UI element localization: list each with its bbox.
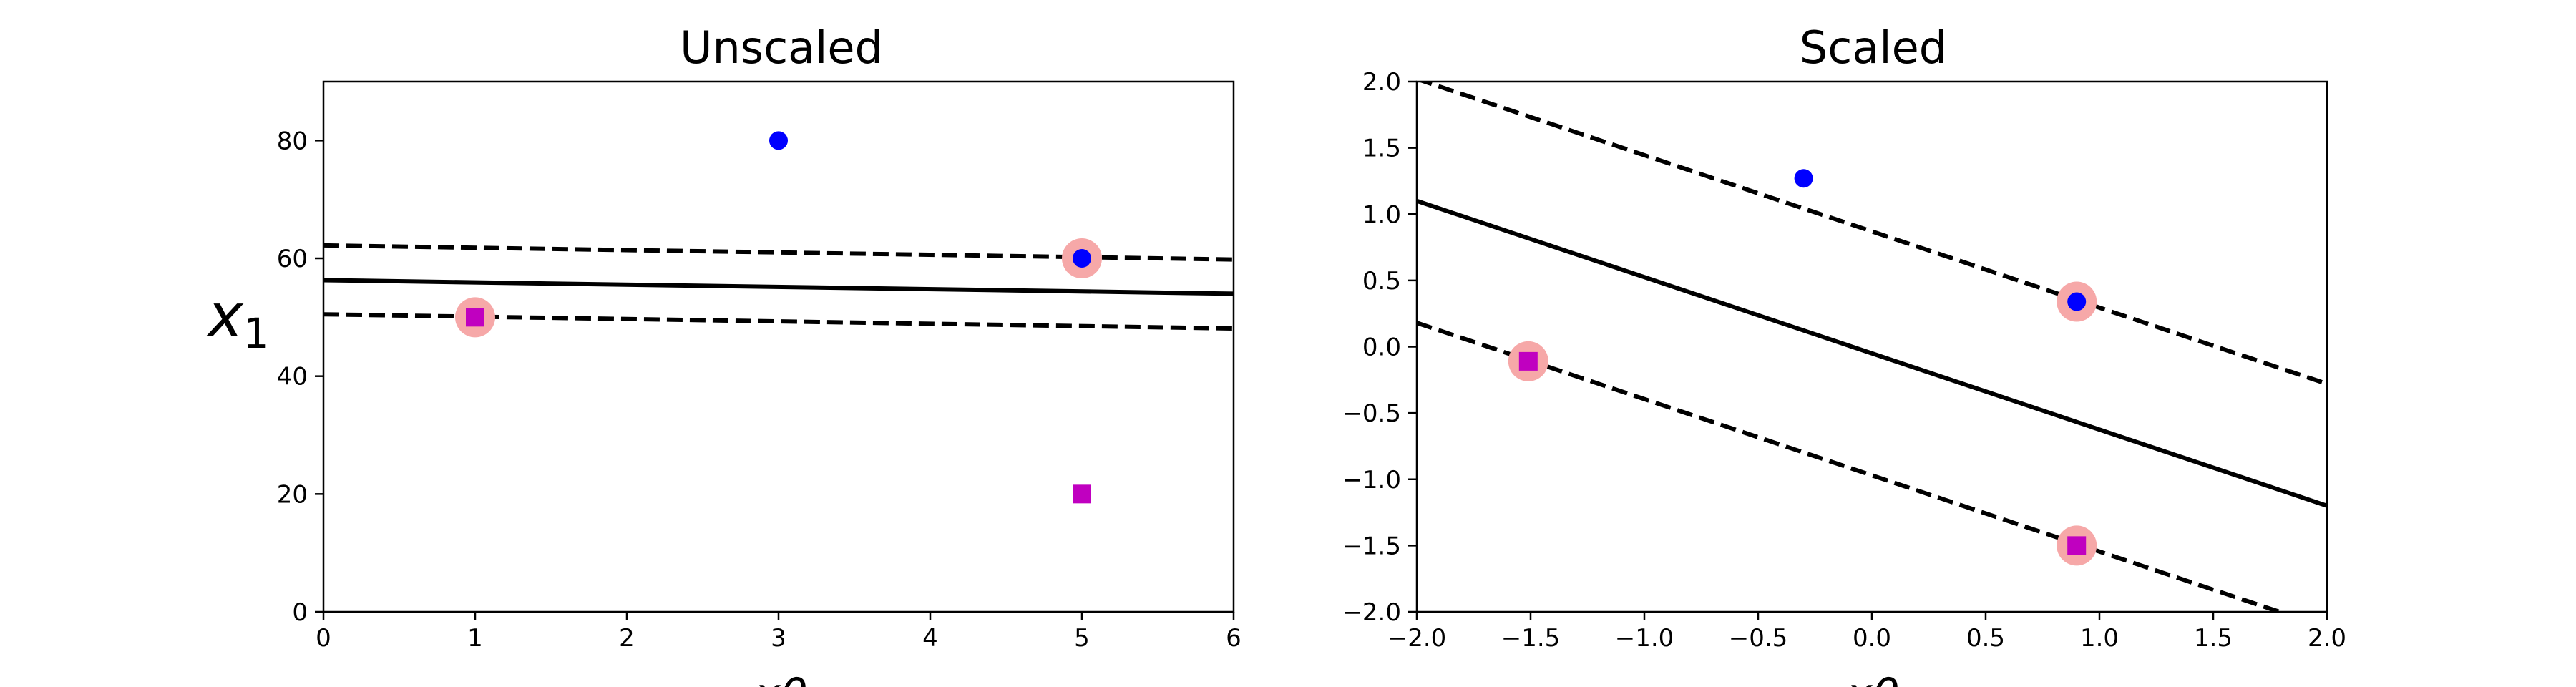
plot-content bbox=[1417, 82, 2327, 612]
unscaled-title: Unscaled bbox=[680, 21, 883, 74]
class-0-point bbox=[466, 308, 484, 327]
x-tick-label: 2 bbox=[619, 624, 635, 653]
x-tick-label: 0.5 bbox=[1966, 624, 2005, 653]
axes-frame bbox=[322, 80, 1235, 613]
class-1-point bbox=[2067, 292, 2087, 311]
x-tick-label: −0.5 bbox=[1729, 624, 1788, 653]
x-tick-label: 4 bbox=[922, 624, 938, 653]
class-1-point bbox=[1073, 249, 1091, 268]
y-tick-label: 40 bbox=[277, 363, 308, 391]
x-tick-label: −1.5 bbox=[1501, 624, 1561, 653]
unscaled-ylabel: x1 bbox=[205, 281, 270, 358]
decision-boundary-line bbox=[1417, 198, 2327, 508]
class-0-point bbox=[1073, 484, 1091, 504]
x-tick-label: 0 bbox=[316, 624, 331, 653]
x-tick-label: 0.0 bbox=[1853, 624, 1891, 653]
scaled-plot-area: −2.0 −1.5 −1.0 −0.5 0.0 0.5 1.0 1.5 2.0 −2.0 −1.5 −… bbox=[1342, 68, 2346, 653]
x-tick-label: −2.0 bbox=[1387, 624, 1447, 653]
class-0-point bbox=[2067, 536, 2087, 555]
x-tick-label: 1 bbox=[467, 624, 483, 653]
x-tick-label: 2.0 bbox=[2308, 624, 2346, 653]
y-tick-label: 0 bbox=[292, 598, 308, 627]
x-tick-label: 1.0 bbox=[2080, 624, 2119, 653]
class-0-point bbox=[1518, 351, 1538, 371]
scaled-xlabel: x0 bbox=[1845, 669, 1900, 687]
x-tick-label: 1.5 bbox=[2194, 624, 2233, 653]
y-tick-label: 0.5 bbox=[1362, 267, 1401, 296]
plot-content bbox=[323, 131, 1234, 504]
margin-line bbox=[1418, 82, 2327, 386]
scaled-panel: Scaled −2.0 −1.5 −1.0 −0.5 0.0 0.5 1.0 1.5 2.0−2… bbox=[1342, 21, 2346, 687]
y-tick-label: 2.0 bbox=[1362, 68, 1401, 97]
y-tick-label: −0.5 bbox=[1342, 399, 1401, 428]
y-tick-label: −1.5 bbox=[1342, 532, 1401, 560]
y-tick-label: 0.0 bbox=[1362, 333, 1401, 362]
axes-frame bbox=[1415, 80, 2328, 613]
x-tick-label: 5 bbox=[1074, 624, 1090, 653]
y-tick-label: 1.0 bbox=[1362, 200, 1401, 229]
x-tick-label: 3 bbox=[771, 624, 786, 653]
y-tick-label: −1.0 bbox=[1342, 466, 1401, 494]
y-tick-label: −2.0 bbox=[1342, 598, 1401, 627]
y-tick-label: 20 bbox=[277, 480, 308, 509]
margin-line bbox=[1417, 321, 2287, 612]
class-1-point bbox=[1794, 169, 1813, 188]
y-tick-label: 60 bbox=[277, 245, 308, 273]
x-tick-label: 6 bbox=[1226, 624, 1241, 653]
scaled-title: Scaled bbox=[1800, 21, 1947, 74]
decision-boundary-line bbox=[323, 278, 1234, 296]
unscaled-xlabel: x0 bbox=[753, 669, 808, 687]
y-tick-label: 1.5 bbox=[1362, 135, 1401, 163]
y-tick-label: 80 bbox=[277, 127, 308, 155]
x-tick-label: −1.0 bbox=[1615, 624, 1674, 653]
class-1-point bbox=[769, 131, 788, 150]
